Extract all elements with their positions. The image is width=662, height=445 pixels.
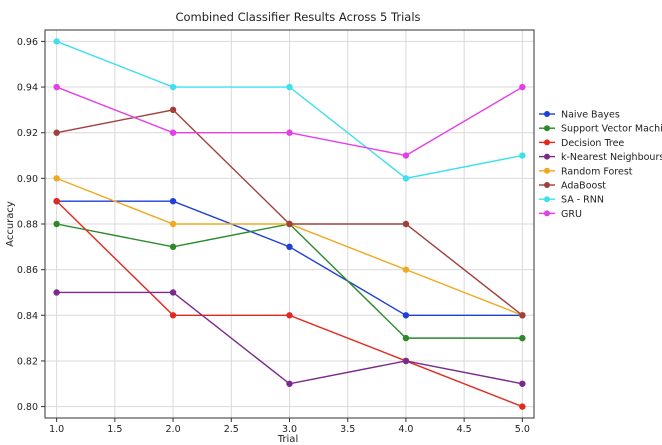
x-tick-label: 1.0 xyxy=(49,424,64,435)
data-point xyxy=(53,197,60,205)
data-point xyxy=(169,312,177,319)
y-tick-label: 0.96 xyxy=(17,37,38,48)
legend-label: AdaBoost xyxy=(561,181,606,192)
x-tick-label: 2.0 xyxy=(166,424,181,435)
data-point xyxy=(169,220,177,228)
legend-marker xyxy=(544,125,550,132)
legend-marker xyxy=(544,196,550,203)
data-point xyxy=(286,83,293,91)
legend-item: Random Forest xyxy=(539,166,633,177)
legend-marker xyxy=(544,210,550,217)
data-point xyxy=(169,83,177,91)
legend-marker xyxy=(544,182,550,188)
legend-item: GRU xyxy=(539,209,582,220)
data-point xyxy=(53,38,60,45)
legend-label: GRU xyxy=(561,209,582,220)
data-point xyxy=(53,83,60,91)
legend-marker xyxy=(544,167,550,174)
series-k-nearest-neighbours xyxy=(53,289,526,387)
chart-title: Combined Classifier Results Across 5 Tri… xyxy=(175,10,420,24)
data-point xyxy=(169,129,177,136)
data-point xyxy=(286,243,293,251)
data-point xyxy=(519,334,526,342)
x-tick-label: 4.0 xyxy=(398,424,413,435)
legend: Naive Bayes Support Vector Machine Decisio… xyxy=(539,110,662,220)
x-tick-label: 1.5 xyxy=(107,424,122,435)
y-tick-label: 0.80 xyxy=(17,402,38,413)
x-tick-label: 5.0 xyxy=(515,424,530,435)
legend-marker xyxy=(544,153,550,160)
x-axis-label: Trial xyxy=(277,434,298,445)
data-point xyxy=(169,106,177,114)
y-tick-label: 0.92 xyxy=(17,128,38,139)
y-tick-label: 0.86 xyxy=(17,265,38,276)
y-axis-label: Accuracy xyxy=(5,201,16,247)
y-tick-label: 0.82 xyxy=(17,356,38,367)
data-point xyxy=(402,312,410,319)
data-point xyxy=(402,152,410,159)
legend-label: k-Nearest Neighbours xyxy=(561,152,662,163)
axis-ticks: 1.0 1.5 2.0 2.5 3.0 3.5 4.0 4.5 5.0 0.80 0.82 0.84 0… xyxy=(17,37,530,435)
legend-item: Support Vector Machine xyxy=(539,124,662,135)
legend-label: Support Vector Machine xyxy=(561,124,662,135)
data-point xyxy=(402,334,410,342)
data-point xyxy=(53,129,60,136)
data-point xyxy=(402,266,410,273)
y-tick-label: 0.84 xyxy=(17,311,38,322)
data-point xyxy=(286,129,293,136)
legend-item: Decision Tree xyxy=(539,138,624,149)
series-gru xyxy=(53,83,526,159)
data-point xyxy=(519,312,526,319)
data-point xyxy=(286,380,293,387)
data-point xyxy=(286,312,293,319)
data-point xyxy=(402,357,410,365)
y-tick-label: 0.88 xyxy=(17,220,38,231)
legend-item: Naive Bayes xyxy=(539,110,620,121)
data-point xyxy=(169,289,177,296)
data-point xyxy=(402,220,410,228)
legend-item: SA - RNN xyxy=(539,195,604,206)
legend-marker xyxy=(544,111,550,117)
legend-item: AdaBoost xyxy=(539,181,606,192)
x-tick-label: 3.0 xyxy=(282,424,297,435)
data-point xyxy=(519,403,526,410)
legend-label: Naive Bayes xyxy=(561,110,620,121)
data-point xyxy=(169,197,177,205)
data-point xyxy=(286,220,293,228)
data-point xyxy=(53,175,60,182)
legend-label: Decision Tree xyxy=(561,138,624,149)
data-point xyxy=(53,289,60,296)
x-tick-label: 2.5 xyxy=(224,424,239,435)
x-tick-label: 4.5 xyxy=(457,424,472,435)
x-tick-label: 3.5 xyxy=(340,424,355,435)
series-lines xyxy=(53,38,526,410)
data-point xyxy=(402,175,410,182)
series-sa-rnn xyxy=(53,38,526,182)
legend-item: k-Nearest Neighbours xyxy=(539,152,662,163)
data-point xyxy=(169,243,177,251)
legend-marker xyxy=(544,139,550,146)
data-point xyxy=(519,152,526,159)
legend-label: Random Forest xyxy=(561,166,633,177)
data-point xyxy=(519,83,526,91)
data-point xyxy=(519,380,526,387)
data-point xyxy=(53,220,60,228)
y-tick-label: 0.94 xyxy=(17,83,38,94)
y-tick-label: 0.90 xyxy=(17,174,38,185)
legend-label: SA - RNN xyxy=(561,195,604,206)
